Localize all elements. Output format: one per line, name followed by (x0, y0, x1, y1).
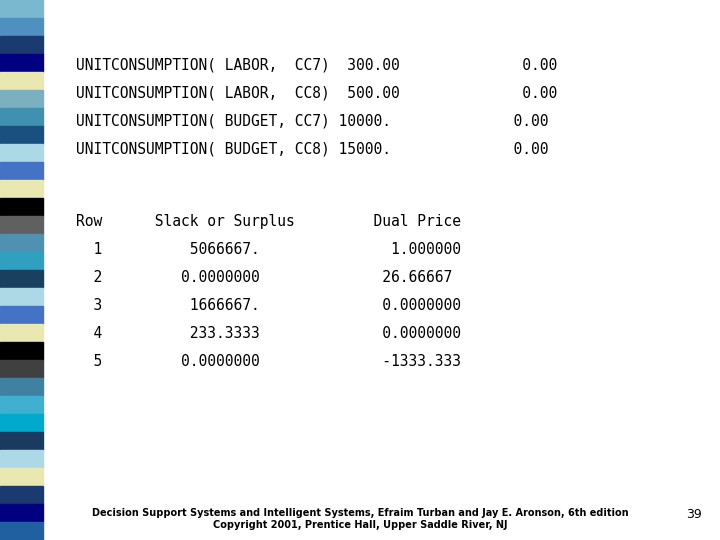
Text: Decision Support Systems and Intelligent Systems, Efraim Turban and Jay E. Arons: Decision Support Systems and Intelligent… (91, 508, 629, 518)
Text: 2         0.0000000              26.66667: 2 0.0000000 26.66667 (76, 270, 452, 285)
Text: 39: 39 (686, 508, 702, 521)
Text: 1          5066667.               1.000000: 1 5066667. 1.000000 (76, 242, 461, 257)
Text: UNITCONSUMPTION( LABOR,  CC8)  500.00              0.00: UNITCONSUMPTION( LABOR, CC8) 500.00 0.00 (76, 86, 557, 101)
Text: Row      Slack or Surplus         Dual Price: Row Slack or Surplus Dual Price (76, 214, 461, 229)
Text: 5         0.0000000              -1333.333: 5 0.0000000 -1333.333 (76, 354, 461, 369)
Text: UNITCONSUMPTION( BUDGET, CC7) 10000.              0.00: UNITCONSUMPTION( BUDGET, CC7) 10000. 0.0… (76, 114, 548, 129)
Text: UNITCONSUMPTION( BUDGET, CC8) 15000.              0.00: UNITCONSUMPTION( BUDGET, CC8) 15000. 0.0… (76, 142, 548, 157)
Text: UNITCONSUMPTION( LABOR,  CC7)  300.00              0.00: UNITCONSUMPTION( LABOR, CC7) 300.00 0.00 (76, 58, 557, 73)
Text: Copyright 2001, Prentice Hall, Upper Saddle River, NJ: Copyright 2001, Prentice Hall, Upper Sad… (212, 520, 508, 530)
Text: 4          233.3333              0.0000000: 4 233.3333 0.0000000 (76, 326, 461, 341)
Text: 3          1666667.              0.0000000: 3 1666667. 0.0000000 (76, 298, 461, 313)
